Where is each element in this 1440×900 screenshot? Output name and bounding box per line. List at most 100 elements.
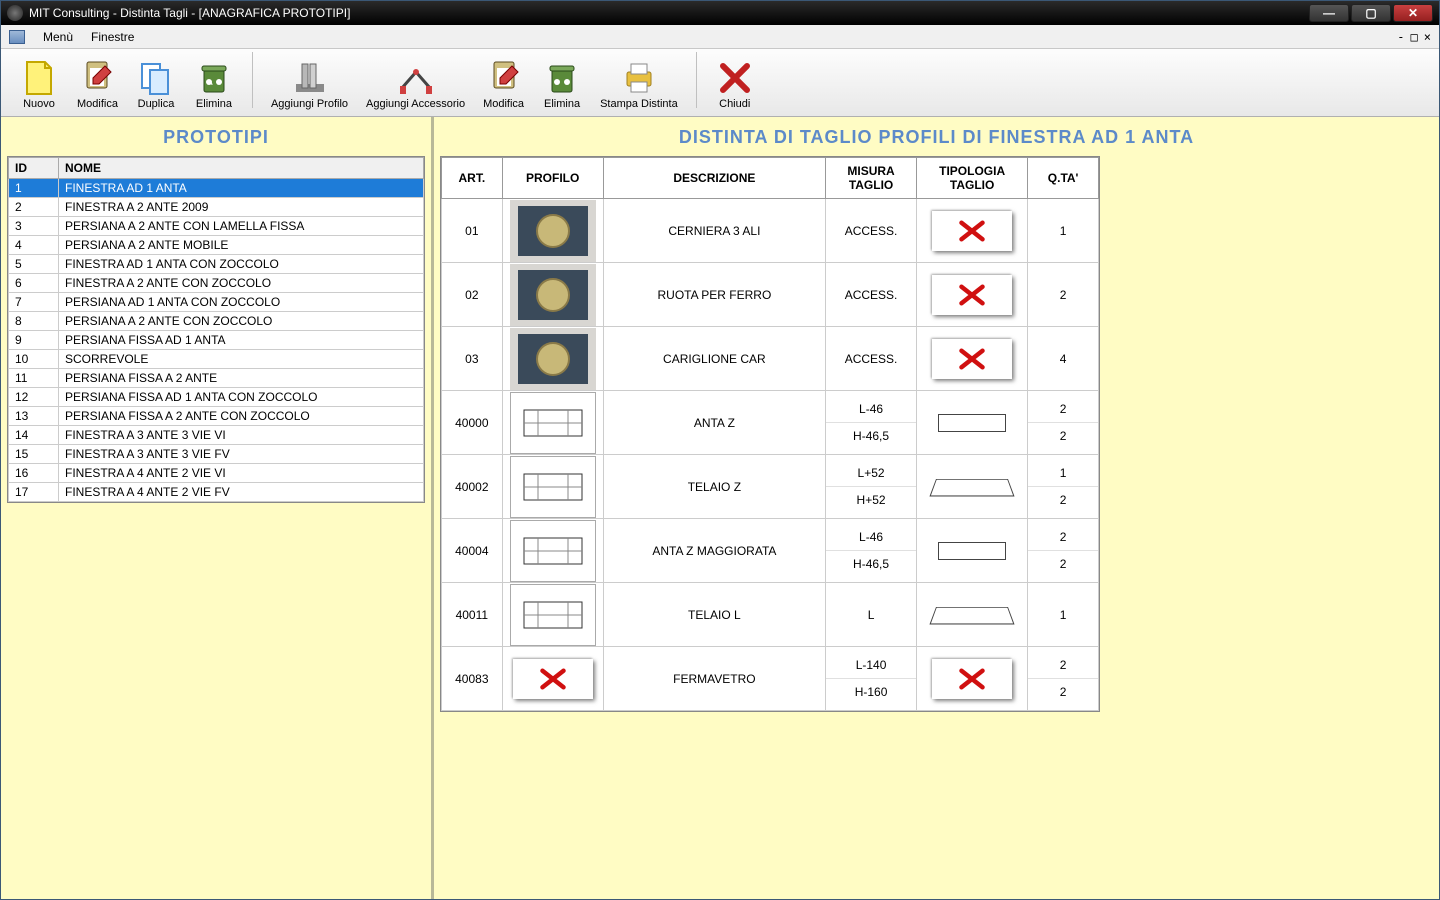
red-x-icon — [932, 211, 1012, 251]
cell-id: 11 — [9, 369, 59, 388]
cell-nome: PERSIANA FISSA AD 1 ANTA CON ZOCCOLO — [59, 388, 424, 407]
table-row[interactable]: 02 RUOTA PER FERRO ACCESS. 2 — [442, 263, 1099, 327]
modifica-button[interactable]: Modifica — [69, 56, 126, 112]
window-controls: — ▢ ✕ — [1309, 4, 1433, 22]
table-row[interactable]: 7 PERSIANA AD 1 ANTA CON ZOCCOLO — [9, 293, 424, 312]
cell-art: 02 — [442, 263, 503, 327]
table-row[interactable]: 10 SCORREVOLE — [9, 350, 424, 369]
heading-distinta: DISTINTA DI TAGLIO PROFILI DI FINESTRA A… — [440, 123, 1433, 156]
print-icon — [619, 58, 659, 98]
cell-qta: 2 — [1028, 678, 1098, 705]
menu-item-menu[interactable]: Menù — [43, 30, 73, 44]
panel-prototipi: PROTOTIPI ID NOME 1 FINESTRA AD 1 ANTA2 … — [1, 117, 431, 899]
trash-icon — [542, 58, 582, 98]
cell-misura: H+52 — [826, 486, 916, 513]
table-row[interactable]: 15 FINESTRA A 3 ANTE 3 VIE FV — [9, 445, 424, 464]
cell-nome: FINESTRA AD 1 ANTA — [59, 179, 424, 198]
aggiungi-accessorio-button[interactable]: Aggiungi Accessorio — [358, 56, 473, 112]
minimize-button[interactable]: — — [1309, 4, 1349, 22]
mdi-minimize-button[interactable]: - — [1397, 30, 1404, 44]
cell-misura-wrap: ACCESS. — [826, 327, 917, 391]
cell-art: 40083 — [442, 647, 503, 711]
table-row[interactable]: 40011 TELAIO L L 1 — [442, 583, 1099, 647]
table-row[interactable]: 17 FINESTRA A 4 ANTE 2 VIE FV — [9, 483, 424, 502]
table-row[interactable]: 13 PERSIANA FISSA A 2 ANTE CON ZOCCOLO — [9, 407, 424, 426]
table-row[interactable]: 5 FINESTRA AD 1 ANTA CON ZOCCOLO — [9, 255, 424, 274]
profile-thumb — [510, 392, 596, 454]
cell-id: 1 — [9, 179, 59, 198]
profile-thumb — [510, 456, 596, 518]
table-row[interactable]: 9 PERSIANA FISSA AD 1 ANTA — [9, 331, 424, 350]
table-row[interactable]: 6 FINESTRA A 2 ANTE CON ZOCCOLO — [9, 274, 424, 293]
stampa-distinta-button[interactable]: Stampa Distinta — [592, 56, 686, 112]
profile-thumb — [510, 200, 596, 262]
table-row[interactable]: 12 PERSIANA FISSA AD 1 ANTA CON ZOCCOLO — [9, 388, 424, 407]
table-row[interactable]: 40004 ANTA Z MAGGIORATA L-46H-46,5 22 — [442, 519, 1099, 583]
cell-id: 2 — [9, 198, 59, 217]
trapezoid-icon — [933, 605, 1011, 625]
red-x-icon — [932, 659, 1012, 699]
close-button[interactable]: ✕ — [1393, 4, 1433, 22]
nuovo-button[interactable]: Nuovo — [11, 56, 67, 112]
col-art[interactable]: ART. — [442, 158, 503, 199]
cell-tipologia — [917, 199, 1028, 263]
cell-nome: PERSIANA FISSA AD 1 ANTA — [59, 331, 424, 350]
table-row[interactable]: 01 CERNIERA 3 ALI ACCESS. 1 — [442, 199, 1099, 263]
table-row[interactable]: 4 PERSIANA A 2 ANTE MOBILE — [9, 236, 424, 255]
col-qta[interactable]: Q.TA' — [1028, 158, 1099, 199]
menu-item-finestre[interactable]: Finestre — [91, 30, 134, 44]
cell-descrizione: FERMAVETRO — [603, 647, 825, 711]
cell-art: 40002 — [442, 455, 503, 519]
cell-descrizione: CARIGLIONE CAR — [603, 327, 825, 391]
cell-profilo — [502, 647, 603, 711]
table-row[interactable]: 11 PERSIANA FISSA A 2 ANTE — [9, 369, 424, 388]
col-profilo[interactable]: PROFILO — [502, 158, 603, 199]
elimina2-button[interactable]: Elimina — [534, 56, 590, 112]
table-row[interactable]: 14 FINESTRA A 3 ANTE 3 VIE VI — [9, 426, 424, 445]
profile-thumb — [510, 520, 596, 582]
mdi-close-button[interactable]: × — [1424, 30, 1431, 44]
elimina-button[interactable]: Elimina — [186, 56, 242, 112]
col-tipologia[interactable]: TIPOLOGIA TAGLIO — [917, 158, 1028, 199]
mdi-restore-button[interactable]: □ — [1411, 30, 1418, 44]
duplica-button[interactable]: Duplica — [128, 56, 184, 112]
table-row[interactable]: 1 FINESTRA AD 1 ANTA — [9, 179, 424, 198]
table-row[interactable]: 40083 FERMAVETRO L-140H-160 22 — [442, 647, 1099, 711]
aggiungi-profilo-button[interactable]: Aggiungi Profilo — [263, 56, 356, 112]
cell-qta-wrap: 1 — [1028, 583, 1099, 647]
cell-qta: 2 — [1028, 486, 1098, 513]
cell-id: 17 — [9, 483, 59, 502]
col-id[interactable]: ID — [9, 158, 59, 179]
cell-misura: L-46 — [826, 524, 916, 550]
cell-art: 01 — [442, 199, 503, 263]
col-nome[interactable]: NOME — [59, 158, 424, 179]
cell-misura-wrap: L-140H-160 — [826, 647, 917, 711]
modifica2-button[interactable]: Modifica — [475, 56, 532, 112]
cell-qta-wrap: 22 — [1028, 519, 1099, 583]
cell-misura-wrap: L+52H+52 — [826, 455, 917, 519]
toolbar: Nuovo Modifica Duplica Elimina — [1, 49, 1439, 117]
maximize-button[interactable]: ▢ — [1351, 4, 1391, 22]
cell-art: 03 — [442, 327, 503, 391]
cell-profilo — [502, 327, 603, 391]
cell-nome: PERSIANA FISSA A 2 ANTE CON ZOCCOLO — [59, 407, 424, 426]
mdi-controls: - □ × — [1397, 30, 1431, 44]
table-row[interactable]: 2 FINESTRA A 2 ANTE 2009 — [9, 198, 424, 217]
table-row[interactable]: 3 PERSIANA A 2 ANTE CON LAMELLA FISSA — [9, 217, 424, 236]
chiudi-button[interactable]: Chiudi — [707, 56, 763, 112]
col-descrizione[interactable]: DESCRIZIONE — [603, 158, 825, 199]
edit-icon — [77, 58, 117, 98]
cell-misura-wrap: ACCESS. — [826, 199, 917, 263]
table-row[interactable]: 03 CARIGLIONE CAR ACCESS. 4 — [442, 327, 1099, 391]
table-row[interactable]: 16 FINESTRA A 4 ANTE 2 VIE VI — [9, 464, 424, 483]
table-row[interactable]: 8 PERSIANA A 2 ANTE CON ZOCCOLO — [9, 312, 424, 331]
col-misura[interactable]: MISURA TAGLIO — [826, 158, 917, 199]
cell-profilo — [502, 391, 603, 455]
cell-nome: FINESTRA A 3 ANTE 3 VIE FV — [59, 445, 424, 464]
table-row[interactable]: 40000 ANTA Z L-46H-46,5 22 — [442, 391, 1099, 455]
table-row[interactable]: 40002 TELAIO Z L+52H+52 12 — [442, 455, 1099, 519]
cell-descrizione: TELAIO Z — [603, 455, 825, 519]
cell-nome: PERSIANA FISSA A 2 ANTE — [59, 369, 424, 388]
cell-art: 40004 — [442, 519, 503, 583]
cell-nome: PERSIANA A 2 ANTE CON ZOCCOLO — [59, 312, 424, 331]
